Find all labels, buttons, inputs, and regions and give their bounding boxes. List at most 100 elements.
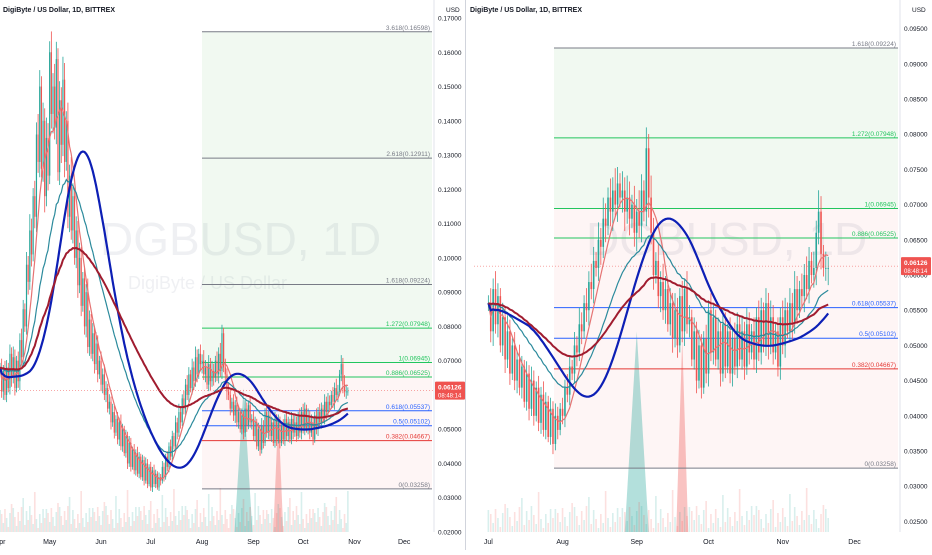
y-tick-label: 0.11000 <box>438 221 461 228</box>
fib-level-label: 1.272(0.07948) <box>852 131 896 138</box>
y-tick-label: 0.17000 <box>438 16 462 23</box>
candle-body <box>667 289 669 325</box>
chart-panel-right[interactable]: DGBUSD, 1D 1.618(0.09224) 1.272(0.07948) 1(… <box>466 0 932 550</box>
candle-body <box>249 405 251 423</box>
volume-bar <box>556 513 559 532</box>
candle-body <box>22 309 24 358</box>
volume-bar <box>746 511 748 532</box>
volume-bar <box>83 527 86 532</box>
volume-bar <box>318 517 321 532</box>
volume-bar <box>511 526 514 532</box>
candle-body <box>276 418 278 440</box>
candle-body <box>501 317 504 346</box>
volume-bar <box>552 518 554 532</box>
candle-body <box>284 418 286 440</box>
volume-bar <box>295 506 298 532</box>
volume-bar <box>640 506 643 532</box>
candle-body <box>78 257 81 286</box>
candle-body <box>736 324 739 367</box>
volume-bar <box>679 512 681 532</box>
volume-bar <box>55 512 58 532</box>
candle-body <box>671 303 674 339</box>
candle-body <box>115 418 117 433</box>
volume-bar <box>750 506 753 532</box>
candle-body <box>287 422 289 437</box>
volume-bar <box>22 498 24 532</box>
candle-body <box>12 357 14 378</box>
volume-bar <box>247 521 250 532</box>
volume-bar <box>705 501 707 532</box>
volume-bar <box>202 508 205 532</box>
x-tick-label: Aug <box>556 539 569 546</box>
candle-body <box>188 374 190 395</box>
candle-body <box>695 331 698 381</box>
volume-bar <box>2 523 5 532</box>
candle-body <box>801 289 803 297</box>
chart-title: DigiByte / US Dollar, 1D, BITTREX <box>470 7 582 14</box>
volume-bar <box>332 520 334 532</box>
volume-bar <box>277 504 280 532</box>
candle-body <box>710 310 712 353</box>
chart-panel-left[interactable]: DGBUSD, 1D DigiByte / US Dollar 3.618(0.16… <box>0 0 466 550</box>
volume-bar <box>779 522 782 532</box>
volume-bar <box>37 528 39 532</box>
candle-body <box>213 370 215 378</box>
y-tick-label: 0.05500 <box>904 308 928 315</box>
x-tick-label: Sep <box>247 539 260 546</box>
candle-body <box>246 408 248 426</box>
volume-bar <box>85 513 87 532</box>
candle-body <box>60 100 62 145</box>
candle-body <box>65 120 67 162</box>
volume-bar <box>719 527 722 532</box>
candle-body <box>64 79 66 162</box>
volume-bar <box>674 517 676 532</box>
candle-body <box>700 345 703 388</box>
volume-bar <box>542 528 545 532</box>
volume-bar <box>14 517 16 532</box>
volume-bar <box>153 514 155 532</box>
candle-body <box>4 370 6 395</box>
volume-bar <box>786 526 789 532</box>
candle-body <box>571 366 573 374</box>
fib-level-label: 1(0.06945) <box>865 201 896 208</box>
candle-body <box>98 360 100 375</box>
volume-bar <box>595 519 597 532</box>
volume-bar <box>710 514 712 532</box>
candle-body <box>815 232 818 268</box>
y-tick-label: 0.02000 <box>438 530 462 537</box>
candle-body <box>786 310 789 332</box>
volume-bar <box>322 512 324 532</box>
candle-body <box>686 289 688 325</box>
volume-bar <box>827 518 830 532</box>
volume-bar <box>313 513 316 532</box>
candle-body <box>100 360 102 385</box>
volume-bar <box>231 505 233 532</box>
candle-body <box>530 380 533 409</box>
chart-left-canvas[interactable]: DGBUSD, 1D DigiByte / US Dollar 3.618(0.16… <box>0 0 466 550</box>
candle-body <box>762 310 765 346</box>
chart-right-canvas[interactable]: DGBUSD, 1D1.618(0.09224)1.272(0.07948)1(… <box>466 0 932 550</box>
volume-bar <box>0 510 1 532</box>
candle-body <box>726 331 729 367</box>
volume-bar <box>194 509 197 532</box>
time-axis-bg <box>0 532 466 550</box>
volume-bar <box>282 526 285 532</box>
volume-bar <box>25 511 28 532</box>
volume-bar <box>619 517 621 532</box>
volume-bar <box>88 508 91 532</box>
volume-bar <box>724 522 727 532</box>
candle-body <box>227 391 230 395</box>
candle-body <box>683 289 686 332</box>
candle-body <box>325 401 327 413</box>
volume-bar <box>252 525 255 532</box>
candle-body <box>779 317 782 367</box>
volume-bar <box>769 509 772 532</box>
volume-bar <box>250 516 253 532</box>
volume-bar <box>564 517 566 532</box>
candle-body <box>552 408 554 444</box>
volume-bar <box>635 511 638 532</box>
candle-body <box>679 296 681 346</box>
candle-body <box>592 260 595 290</box>
watermark-subtitle: DigiByte / US Dollar <box>128 273 287 293</box>
candle-body <box>224 367 226 375</box>
